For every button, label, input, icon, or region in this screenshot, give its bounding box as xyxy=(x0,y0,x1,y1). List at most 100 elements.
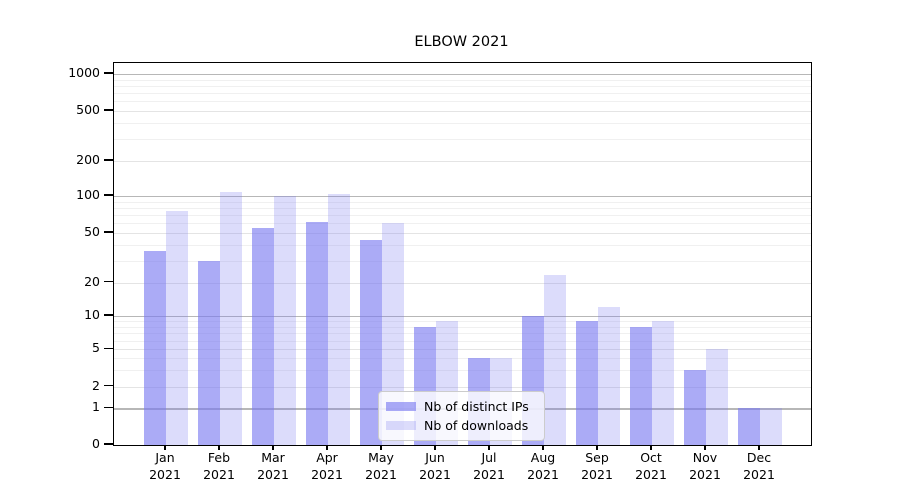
bar-downloads-aug xyxy=(544,275,566,445)
y-tick-mark xyxy=(104,281,113,283)
x-tick-mark xyxy=(326,445,328,450)
gridline-minor xyxy=(114,101,811,103)
bar-distinct-ips-jan xyxy=(144,250,166,445)
y-tick-mark xyxy=(104,194,113,196)
y-tick-mark xyxy=(104,385,113,387)
bar-distinct-ips-nov xyxy=(684,370,706,445)
x-tick-mark xyxy=(596,445,598,450)
gridline-sub xyxy=(114,111,811,112)
y-tick-mark xyxy=(104,159,113,161)
y-tick-mark xyxy=(104,109,113,111)
gridline-sub xyxy=(114,349,811,351)
bar-distinct-ips-dec xyxy=(738,408,760,445)
gridline-sub xyxy=(114,282,811,284)
x-tick-mark xyxy=(704,445,706,450)
bar-downloads-mar xyxy=(274,196,296,445)
y-tick-label: 100 xyxy=(76,187,100,202)
x-tick-label: Oct 2021 xyxy=(635,450,667,482)
gridline-major xyxy=(114,196,811,198)
y-tick-label: 2 xyxy=(92,377,100,393)
legend-label-distinct-ips: Nb of distinct IPs xyxy=(424,399,529,414)
y-tick-label: 1000 xyxy=(68,65,100,80)
x-tick-label: May 2021 xyxy=(365,450,397,482)
x-tick-label: Jan 2021 xyxy=(149,450,181,482)
x-tick-label: Sep 2021 xyxy=(581,450,613,482)
bar-distinct-ips-apr xyxy=(306,222,328,445)
bar-distinct-ips-sep xyxy=(576,321,598,445)
x-tick-mark xyxy=(650,445,652,450)
x-tick-label: Apr 2021 xyxy=(311,450,343,482)
plot-area xyxy=(113,62,812,446)
gridline-major xyxy=(114,74,811,76)
gridline-sub xyxy=(114,161,811,162)
y-tick-label: 200 xyxy=(76,152,100,167)
gridline-minor xyxy=(114,201,811,203)
x-tick-label: Aug 2021 xyxy=(527,450,559,482)
gridline-minor xyxy=(114,326,811,328)
gridline-major xyxy=(114,316,811,318)
bar-downloads-nov xyxy=(706,349,728,445)
y-tick-mark xyxy=(104,347,113,349)
y-tick-label: 50 xyxy=(84,224,100,239)
gridline-sub xyxy=(114,233,811,234)
gridline-minor xyxy=(114,123,811,125)
legend-swatch-downloads xyxy=(386,421,416,430)
y-tick-label: 500 xyxy=(76,102,100,117)
bar-distinct-ips-oct xyxy=(630,326,652,445)
y-tick-label: 5 xyxy=(92,340,100,356)
x-tick-mark xyxy=(758,445,760,450)
bar-downloads-may xyxy=(382,223,404,445)
gridline-minor xyxy=(114,340,811,342)
x-tick-mark xyxy=(380,445,382,450)
x-tick-mark xyxy=(218,445,220,450)
bar-downloads-sep xyxy=(598,307,620,445)
x-tick-label: Dec 2021 xyxy=(743,450,775,482)
chart-title: ELBOW 2021 xyxy=(414,34,509,50)
bar-distinct-ips-mar xyxy=(252,227,274,445)
x-tick-mark xyxy=(488,445,490,450)
y-tick-mark xyxy=(104,406,113,408)
gridline-sub xyxy=(114,386,811,388)
y-tick-mark xyxy=(104,314,113,316)
gridline-minor xyxy=(114,245,811,247)
gridline-minor xyxy=(114,138,811,140)
x-tick-mark xyxy=(164,445,166,450)
gridline-minor xyxy=(114,215,811,217)
x-tick-label: Mar 2021 xyxy=(257,450,289,482)
x-tick-mark xyxy=(542,445,544,450)
x-tick-label: Jun 2021 xyxy=(419,450,451,482)
gridline-minor xyxy=(114,358,811,360)
x-tick-label: Feb 2021 xyxy=(203,450,235,482)
x-tick-label: Nov 2021 xyxy=(689,450,721,482)
gridline-minor xyxy=(114,207,811,209)
x-tick-label: Jul 2021 xyxy=(473,450,505,482)
bar-downloads-apr xyxy=(328,194,350,445)
bar-downloads-dec xyxy=(760,408,782,445)
legend-swatch-distinct-ips xyxy=(386,402,416,411)
y-tick-label: 1 xyxy=(92,399,100,415)
gridline-minor xyxy=(114,85,811,87)
y-tick-mark xyxy=(104,443,113,445)
gridline-minor xyxy=(114,260,811,262)
y-tick-label: 0 xyxy=(92,436,100,451)
bar-downloads-jan xyxy=(166,211,188,445)
gridline-minor xyxy=(114,79,811,81)
gridline-minor xyxy=(114,93,811,95)
x-tick-mark xyxy=(434,445,436,450)
bar-downloads-oct xyxy=(652,321,674,445)
x-tick-mark xyxy=(272,445,274,450)
y-tick-label: 10 xyxy=(84,307,100,322)
gridline-minor xyxy=(114,333,811,335)
y-tick-mark xyxy=(104,72,113,74)
bar-distinct-ips-feb xyxy=(198,260,220,445)
legend-item-downloads: Nb of downloads xyxy=(386,416,536,435)
gridline-minor xyxy=(114,223,811,225)
legend-label-downloads: Nb of downloads xyxy=(424,418,529,433)
gridline-minor xyxy=(114,370,811,372)
y-tick-mark xyxy=(104,231,113,233)
legend-item-distinct-ips: Nb of distinct IPs xyxy=(386,397,536,416)
legend: Nb of distinct IPs Nb of downloads xyxy=(378,391,545,441)
gridline-minor xyxy=(114,321,811,323)
bar-downloads-feb xyxy=(220,192,242,445)
